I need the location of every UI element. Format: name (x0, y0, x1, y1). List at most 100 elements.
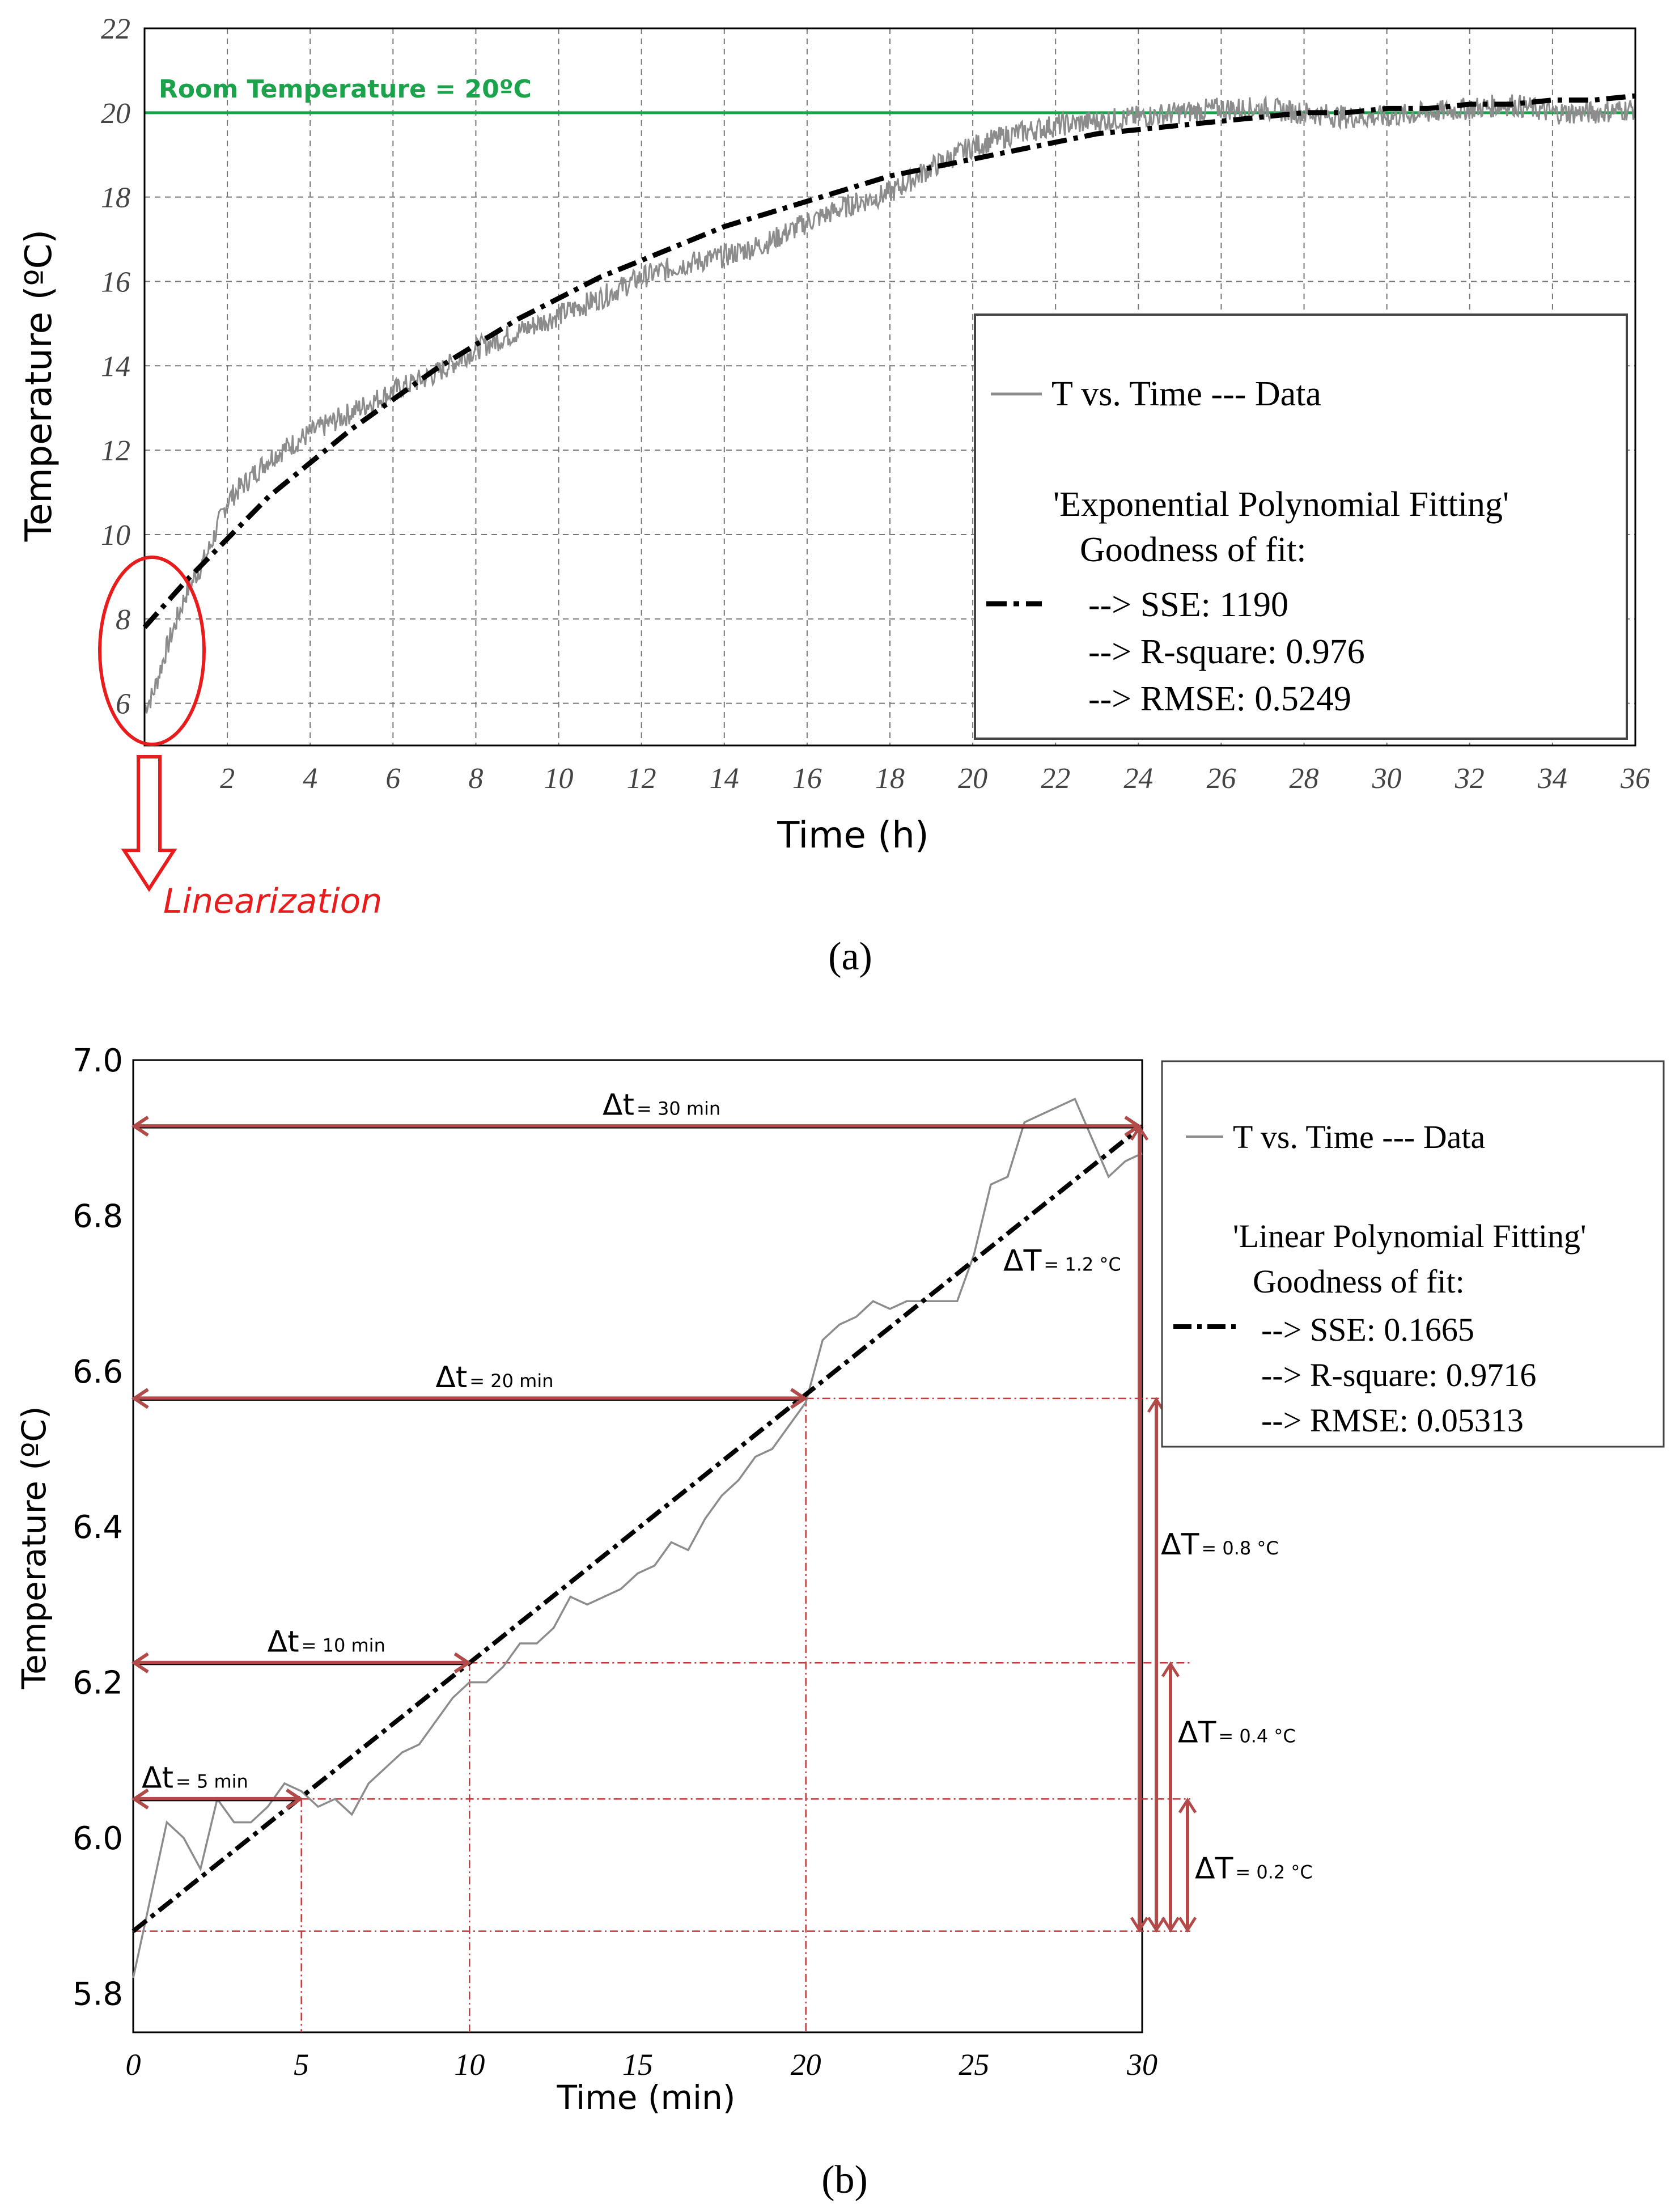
ytick-a-0: 6 (116, 688, 130, 721)
dT-label-3: ΔT = 1.2 °C (1003, 1244, 1121, 1278)
dT-label-symbol-1: ΔT (1178, 1715, 1216, 1749)
panel-a-legend: T vs. Time --- Data 'Exponential Polynom… (974, 313, 1628, 740)
dt-label-symbol-2: Δt (435, 1361, 467, 1395)
linearization-arrow (121, 755, 177, 892)
xtick-b-1: 5 (294, 2048, 309, 2082)
panel-a-x-tick-labels: 2 4 6 8 10 12 14 16 18 20 22 24 26 28 30 32 34 36 (220, 762, 1650, 795)
panel-b-legend-box (1161, 1060, 1665, 1448)
dT-label-symbol-0: ΔT (1195, 1851, 1233, 1885)
panel-b-plot-frame (132, 1059, 1143, 2033)
panel-b-xlabel: Time (min) (556, 2078, 735, 2117)
xtick-a-16: 34 (1537, 762, 1567, 795)
xtick-a-15: 32 (1455, 762, 1485, 795)
dt-label-value-3: = 30 min (637, 1098, 720, 1120)
xtick-a-3: 8 (468, 762, 483, 795)
xtick-b-6: 30 (1126, 2048, 1157, 2082)
xtick-a-8: 18 (875, 762, 905, 795)
xtick-b-5: 25 (959, 2048, 989, 2082)
legend-a-fit-title: 'Exponential Polynomial Fitting' (1053, 485, 1509, 524)
panel-b-label: (b) (821, 2158, 868, 2202)
ytick-b-0: 5.8 (73, 1976, 123, 2012)
legend-a-data-entry: T vs. Time --- Data (1051, 375, 1321, 413)
xtick-a-1: 4 (303, 762, 317, 795)
ytick-a-6: 18 (101, 182, 130, 214)
legend-b-rsquare: --> R-square: 0.9716 (1261, 1357, 1536, 1393)
dT-label-1: ΔT = 0.4 °C (1178, 1715, 1296, 1749)
linearization-ellipse (98, 556, 206, 746)
panel-b-y-tick-labels: 5.8 6.0 6.2 6.4 6.6 6.8 7.0 (73, 1043, 123, 2012)
dt-label-0: Δt = 5 min (142, 1761, 248, 1795)
dt-label-value-0: = 5 min (176, 1770, 248, 1792)
legend-a-goodness: Goodness of fit: (1080, 531, 1307, 569)
linearization-label: Linearization (163, 882, 382, 921)
xtick-a-5: 12 (627, 762, 656, 795)
ytick-a-3: 12 (101, 435, 130, 467)
xtick-a-6: 14 (710, 762, 739, 795)
legend-b-fit-title: 'Linear Polynomial Fitting' (1233, 1218, 1586, 1255)
xtick-a-17: 36 (1620, 762, 1650, 795)
xtick-a-7: 16 (792, 762, 822, 795)
panel-b-legend: T vs. Time --- Data 'Linear Polynomial F… (1161, 1060, 1665, 1448)
dT-arrow-1 (1161, 1661, 1180, 1933)
dT-label-0: ΔT = 0.2 °C (1195, 1851, 1313, 1885)
panel-a-exponential-chart: Room Temperature = 20ºC 6810121416182022… (18, 13, 1650, 978)
dt-arrow-3 (131, 1116, 1142, 1137)
xtick-a-14: 30 (1372, 762, 1402, 795)
xtick-a-12: 26 (1206, 762, 1236, 795)
xtick-a-11: 24 (1123, 762, 1153, 795)
panel-a-y-tick-labels: 6 8 10 12 14 16 18 20 22 (101, 13, 130, 721)
legend-b-rmse: --> RMSE: 0.05313 (1261, 1402, 1524, 1439)
xtick-b-4: 20 (791, 2048, 821, 2082)
xtick-a-4: 10 (544, 762, 574, 795)
ytick-a-8: 22 (101, 13, 130, 45)
xtick-a-0: 2 (220, 762, 235, 795)
dt-label-1: Δt = 10 min (268, 1625, 385, 1659)
dt-label-symbol-0: Δt (142, 1761, 173, 1795)
dT-label-value-0: = 0.2 °C (1235, 1861, 1312, 1883)
xtick-b-3: 15 (622, 2048, 653, 2082)
legend-a-rsquare: --> R-square: 0.976 (1088, 633, 1365, 671)
dT-label-2: ΔT = 0.8 °C (1161, 1528, 1279, 1562)
ytick-a-1: 8 (116, 604, 130, 636)
panel-a-plot-frame (143, 27, 1636, 747)
dT-label-value-1: = 0.4 °C (1218, 1725, 1295, 1747)
dT-label-value-2: = 0.8 °C (1201, 1537, 1278, 1559)
xtick-b-0: 0 (126, 2048, 141, 2082)
dt-label-value-2: = 20 min (469, 1370, 553, 1392)
series-b-measured-data (132, 1097, 1143, 1978)
panel-b-ylabel: Temperature (ºC) (15, 1406, 53, 1690)
ytick-b-6: 7.0 (73, 1043, 123, 1079)
dt-arrow-0 (131, 1788, 304, 1810)
dT-arrow-2 (1147, 1397, 1166, 1933)
panel-a-label: (a) (828, 935, 872, 978)
legend-a-sse: --> SSE: 1190 (1088, 586, 1288, 624)
ytick-a-5: 16 (101, 266, 130, 298)
panel-b-temperature-change-arrows: ΔT = 0.2 °CΔT = 0.4 °CΔT = 0.8 °CΔT = 1.2 °C (1003, 1124, 1313, 1933)
series-b-linear-fit (132, 1124, 1144, 1933)
dt-label-value-1: = 10 min (302, 1634, 385, 1656)
ytick-b-3: 6.4 (73, 1509, 123, 1546)
panel-a-series (142, 93, 1636, 714)
ytick-b-5: 6.8 (73, 1198, 123, 1235)
ytick-b-2: 6.2 (73, 1665, 123, 1702)
ytick-b-4: 6.6 (73, 1354, 123, 1391)
ytick-b-1: 6.0 (73, 1820, 123, 1857)
legend-b-sse: --> SSE: 0.1665 (1261, 1311, 1474, 1348)
legend-b-goodness: Goodness of fit: (1253, 1263, 1465, 1300)
room-temperature-label: Room Temperature = 20ºC (159, 75, 532, 104)
dT-label-value-3: = 1.2 °C (1044, 1254, 1121, 1275)
ytick-a-7: 20 (101, 98, 130, 130)
xtick-a-9: 20 (958, 762, 987, 795)
dT-label-symbol-2: ΔT (1161, 1528, 1199, 1562)
ytick-a-4: 14 (101, 350, 130, 383)
xtick-a-10: 22 (1041, 762, 1070, 795)
dt-label-3: Δt = 30 min (603, 1088, 720, 1122)
panel-b-x-tick-labels: 0 5 10 15 20 25 30 (126, 2048, 1158, 2082)
series-a-exponential-fit (142, 93, 1636, 629)
dt-label-symbol-3: Δt (603, 1088, 634, 1122)
xtick-a-2: 6 (385, 762, 400, 795)
legend-b-data-entry: T vs. Time --- Data (1233, 1118, 1485, 1155)
dT-arrow-3 (1130, 1124, 1149, 1933)
xtick-a-13: 28 (1290, 762, 1319, 795)
